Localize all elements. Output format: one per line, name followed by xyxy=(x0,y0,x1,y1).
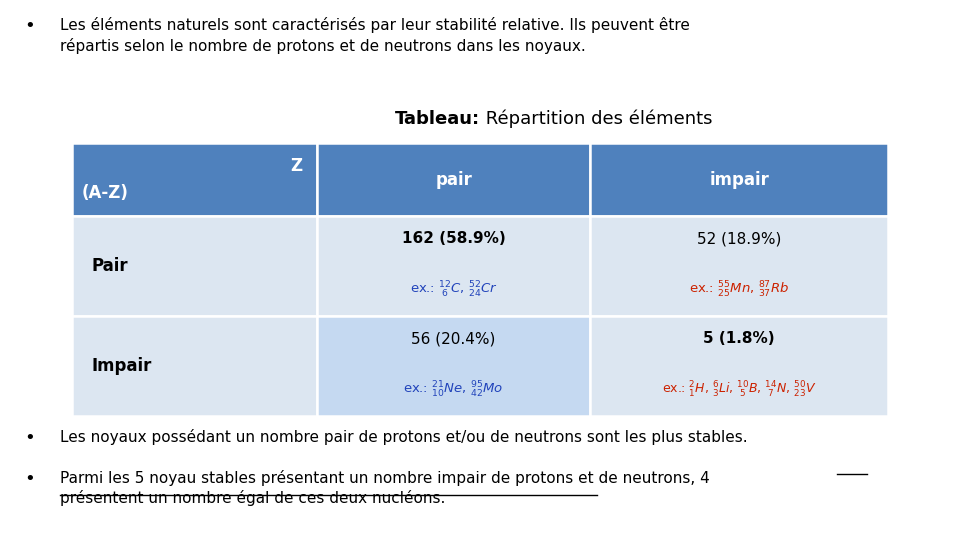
Text: Pair: Pair xyxy=(91,257,128,275)
Text: présentent un nombre égal de ces deux nucléons.: présentent un nombre égal de ces deux nu… xyxy=(60,490,444,507)
Text: Répartition des éléments: Répartition des éléments xyxy=(480,110,712,128)
Text: 56 (20.4%): 56 (20.4%) xyxy=(412,332,495,346)
FancyBboxPatch shape xyxy=(72,216,317,316)
Text: ex.: $\mathit{^{21}_{10}Ne}$, $\mathit{^{95}_{42}Mo}$: ex.: $\mathit{^{21}_{10}Ne}$, $\mathit{^… xyxy=(403,380,504,400)
Text: 162 (58.9%): 162 (58.9%) xyxy=(401,232,506,246)
FancyBboxPatch shape xyxy=(590,316,888,416)
Text: pair: pair xyxy=(435,171,472,188)
Text: ex.: $\mathit{^{55}_{25}Mn}$, $\mathit{^{87}_{37}Rb}$: ex.: $\mathit{^{55}_{25}Mn}$, $\mathit{^… xyxy=(689,280,789,300)
Text: Tableau:: Tableau: xyxy=(395,110,480,128)
Text: •: • xyxy=(24,17,35,35)
Text: ex.: $\mathit{^{12}_{\ 6}C}$, $\mathit{^{52}_{24}Cr}$: ex.: $\mathit{^{12}_{\ 6}C}$, $\mathit{^… xyxy=(410,280,497,300)
FancyBboxPatch shape xyxy=(590,216,888,316)
FancyBboxPatch shape xyxy=(72,316,317,416)
Text: Impair: Impair xyxy=(91,357,152,375)
Text: Parmi les 5 noyau stables présentant un nombre impair de protons et de neutrons,: Parmi les 5 noyau stables présentant un … xyxy=(60,470,709,486)
Text: Les noyaux possédant un nombre pair de protons et/ou de neutrons sont les plus s: Les noyaux possédant un nombre pair de p… xyxy=(60,429,747,445)
Text: ex.: $\mathit{^{2}_{1}H}$, $\mathit{^{6}_{3}Li}$, $\mathit{^{10}_{\ 5}B}$, $\mat: ex.: $\mathit{^{2}_{1}H}$, $\mathit{^{6}… xyxy=(662,380,816,400)
Text: (A-Z): (A-Z) xyxy=(82,184,129,202)
Text: •: • xyxy=(24,429,35,447)
Text: 52 (18.9%): 52 (18.9%) xyxy=(697,232,781,246)
Text: répartis selon le nombre de protons et de neutrons dans les noyaux.: répartis selon le nombre de protons et d… xyxy=(60,38,586,54)
FancyBboxPatch shape xyxy=(317,216,590,316)
Text: •: • xyxy=(24,470,35,488)
FancyBboxPatch shape xyxy=(317,316,590,416)
FancyBboxPatch shape xyxy=(590,143,888,216)
Text: impair: impair xyxy=(709,171,769,188)
Text: Les éléments naturels sont caractérisés par leur stabilité relative. Ils peuvent: Les éléments naturels sont caractérisés … xyxy=(60,17,689,33)
Text: 5 (1.8%): 5 (1.8%) xyxy=(704,332,775,346)
Text: Z: Z xyxy=(290,157,302,175)
FancyBboxPatch shape xyxy=(72,143,317,216)
FancyBboxPatch shape xyxy=(317,143,590,216)
